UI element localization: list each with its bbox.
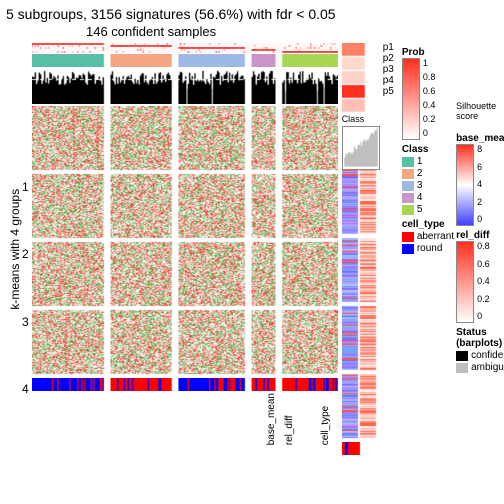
side-annotation-column: Class <box>342 43 380 455</box>
class-side-label: Class <box>342 113 380 126</box>
cell-type-track <box>32 378 338 391</box>
basemean-gradient <box>456 144 474 226</box>
legends: Prob 10.80.60.40.20 Class 12345 cell_typ… <box>402 43 454 455</box>
legend-celltype-item: round <box>402 243 454 254</box>
legend-celltype-title: cell_type <box>402 219 454 230</box>
expression-heatmap <box>32 106 338 376</box>
legend-class-title: Class <box>402 144 454 155</box>
legend-class-item: 5 <box>402 204 454 215</box>
row-group-label: 3 <box>22 315 29 329</box>
legend-status-item: confident <box>456 350 504 361</box>
row-group-label: 4 <box>22 382 29 396</box>
legend-basemean-title: base_mean <box>456 133 504 144</box>
bottom-side-label <box>302 393 316 445</box>
p-track-label: p5 <box>383 87 394 97</box>
cell-type-side <box>342 442 380 455</box>
silhouette-barplot <box>32 69 338 104</box>
sil-label: Silhouette score <box>456 101 504 121</box>
p-track-label: p1 <box>383 43 394 53</box>
legend-status-title: Status (barplots) <box>456 327 504 349</box>
sil-side-box <box>342 126 380 170</box>
row-group-label: 2 <box>22 247 29 261</box>
bottom-labels: base_mean rel_diff cell_type <box>266 393 338 445</box>
p-track-label: p3 <box>383 65 394 75</box>
legend-reldiff-title: rel_diff <box>456 230 504 241</box>
row-group-label: 1 <box>22 180 29 194</box>
prob-gradient <box>402 58 420 140</box>
p-track-label: p4 <box>383 76 394 86</box>
legend-prob-title: Prob <box>402 47 454 58</box>
legend-class-item: 1 <box>402 156 454 167</box>
figure-area: k-means with 4 groups 1234 base_meanrel_… <box>6 43 498 455</box>
legend-celltype-item: aberrant <box>402 231 454 242</box>
p-track-labels: p1p2p3p4p5 <box>383 43 394 455</box>
p-track-label: p2 <box>383 54 394 64</box>
legends-2: Silhouette score base_mean 86420 rel_dif… <box>456 43 504 455</box>
bottom-side-label: base_mean <box>266 393 280 445</box>
legend-class-item: 4 <box>402 192 454 203</box>
bottom-side-label: rel_diff <box>284 393 298 445</box>
title-sub: 146 confident samples <box>86 24 498 39</box>
p-extra-squares <box>342 43 380 113</box>
title-main: 5 subgroups, 3156 signatures (56.6%) wit… <box>6 6 498 22</box>
legend-class-item: 2 <box>402 168 454 179</box>
y-axis-label: k-means with 4 groups <box>6 43 22 455</box>
legend-class-item: 3 <box>402 180 454 191</box>
class-track <box>32 54 338 67</box>
p-membership-tracks <box>32 43 338 53</box>
central-column: base_mean rel_diff cell_type <box>32 43 338 455</box>
reldiff-gradient <box>456 241 474 323</box>
row-group-labels: 1 2 3 4 <box>22 153 32 423</box>
legend-status-item: ambiguous <box>456 362 504 373</box>
basemean-reldiff-columns <box>342 170 380 440</box>
bottom-side-label: cell_type <box>320 393 334 445</box>
